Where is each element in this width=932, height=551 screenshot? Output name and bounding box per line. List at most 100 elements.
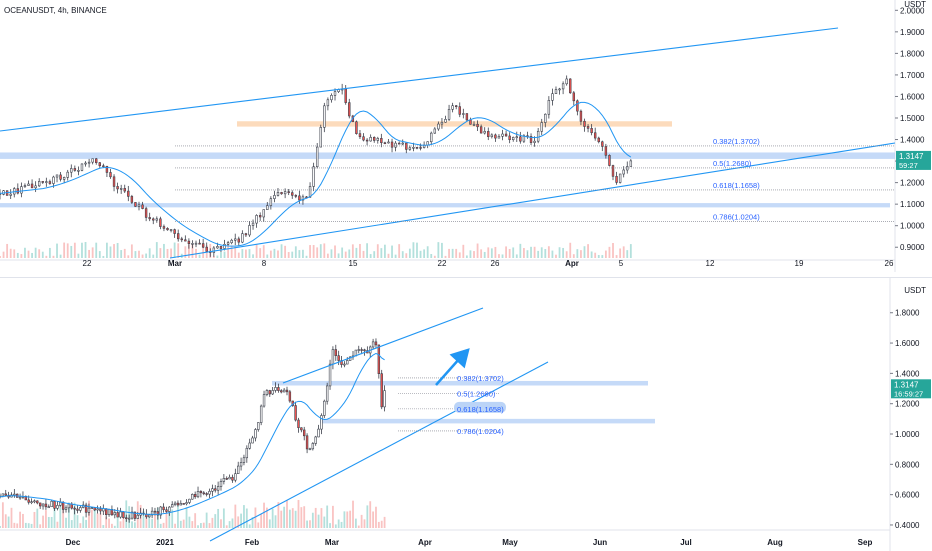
- candle-body: [333, 91, 337, 96]
- volume-bar: [91, 247, 94, 258]
- candle-body: [529, 136, 533, 143]
- fib-level-label: 0.5(1.2680): [457, 389, 496, 398]
- volume-bar: [1, 502, 4, 528]
- volume-bar: [111, 523, 113, 528]
- volume-bar: [458, 252, 461, 258]
- top-chart-svg[interactable]: 2.0000 1.9000 1.8000 1.7000 1.6000 1.5000 1.40…: [0, 0, 932, 272]
- candle-body: [59, 174, 62, 180]
- candle-body: [255, 215, 258, 224]
- candle-body: [618, 173, 622, 183]
- candle-body: [0, 193, 2, 195]
- volume-bar: [109, 246, 112, 258]
- candle-body: [363, 349, 366, 352]
- current-price-label: 1.3147: [894, 380, 919, 389]
- bottom-chart-panel[interactable]: 1.8000 1.6000 1.4000 1.2000 1.0000 0.8000 0.60…: [0, 277, 932, 551]
- candle-body: [201, 243, 205, 248]
- volume-bar: [240, 513, 242, 528]
- candle-body: [469, 119, 472, 125]
- candle-body: [216, 486, 220, 491]
- y-tick-label: 1.0000: [895, 430, 920, 439]
- candle-body: [540, 122, 543, 132]
- volume-bar: [326, 505, 329, 528]
- candle-body: [66, 171, 69, 178]
- volume-bar: [612, 243, 614, 258]
- candle-body: [430, 132, 433, 143]
- candle-body: [266, 205, 269, 210]
- volume-bar: [580, 250, 582, 258]
- candle-body: [608, 154, 611, 166]
- volume-bar: [145, 253, 148, 258]
- candle-body: [331, 349, 335, 365]
- volume-bar: [266, 254, 269, 258]
- volume-bar: [263, 502, 265, 528]
- candle-body: [104, 508, 108, 516]
- candle-body: [490, 134, 494, 137]
- candle-body: [308, 448, 312, 451]
- volume-bar: [173, 242, 176, 258]
- volume-bar: [38, 249, 41, 258]
- candle-body: [465, 113, 469, 121]
- volume-bar: [343, 511, 346, 528]
- candle-body: [629, 160, 633, 167]
- candle-body: [84, 162, 87, 165]
- volume-bar: [66, 243, 69, 258]
- volume-bar: [170, 248, 172, 258]
- candle-body: [377, 344, 381, 374]
- candle-body: [303, 429, 306, 437]
- blue-zone: [272, 380, 648, 386]
- candle-body: [601, 141, 604, 147]
- volume-bar: [287, 252, 290, 258]
- volume-bar: [405, 253, 408, 258]
- candle-body: [358, 133, 362, 138]
- volume-bar: [512, 247, 515, 258]
- volume-bar: [362, 250, 365, 258]
- volume-bar: [340, 521, 343, 528]
- volume-bar: [163, 243, 165, 258]
- volume-bar: [20, 254, 23, 258]
- candle-body: [30, 183, 34, 189]
- x-tick-label: Sep: [858, 538, 873, 547]
- candle-body: [297, 419, 300, 429]
- x-tick-label: 22: [438, 259, 447, 268]
- candle-body: [472, 123, 476, 126]
- volume-bar: [288, 509, 291, 528]
- candle-body: [34, 185, 37, 189]
- volume-bar: [437, 242, 440, 258]
- candle-body: [188, 498, 191, 503]
- volume-bar: [544, 249, 547, 258]
- volume-bar: [359, 243, 361, 258]
- candle-body: [565, 78, 568, 85]
- candle-body: [237, 238, 240, 243]
- candle-body: [258, 215, 262, 218]
- top-chart-panel[interactable]: 2.0000 1.9000 1.8000 1.7000 1.6000 1.5000 1.40…: [0, 0, 932, 272]
- fib-level-label: 0.786(1.0204): [713, 212, 760, 221]
- y-tick-label: 1.5000: [900, 114, 925, 123]
- candle-body: [205, 493, 208, 495]
- candle-body: [276, 192, 280, 196]
- candle-body: [162, 226, 166, 229]
- volume-bar: [383, 516, 386, 528]
- candle-body: [64, 507, 68, 510]
- volume-bar: [551, 250, 554, 258]
- candle-body: [248, 225, 251, 236]
- volume-bar: [540, 247, 543, 258]
- candle-body: [348, 102, 351, 117]
- volume-bar: [283, 506, 286, 528]
- volume-bar: [337, 519, 340, 528]
- volume-bar: [320, 508, 323, 528]
- volume-bar: [311, 512, 314, 528]
- volume-bar: [141, 254, 144, 258]
- candle-body: [4, 493, 7, 496]
- candle-body: [383, 390, 386, 408]
- y-tick-label: 1.8000: [895, 309, 920, 318]
- candle-body: [182, 503, 185, 505]
- volume-bar: [608, 246, 611, 258]
- candle-body: [231, 476, 234, 481]
- candle-body: [152, 218, 155, 221]
- candle-body: [225, 478, 228, 480]
- x-tick-label: Dec: [66, 538, 81, 547]
- candle-body: [84, 504, 88, 513]
- volume-bar: [309, 520, 311, 528]
- candle-body: [519, 136, 522, 142]
- bottom-chart-svg[interactable]: 1.8000 1.6000 1.4000 1.2000 1.0000 0.8000 0.60…: [0, 278, 932, 551]
